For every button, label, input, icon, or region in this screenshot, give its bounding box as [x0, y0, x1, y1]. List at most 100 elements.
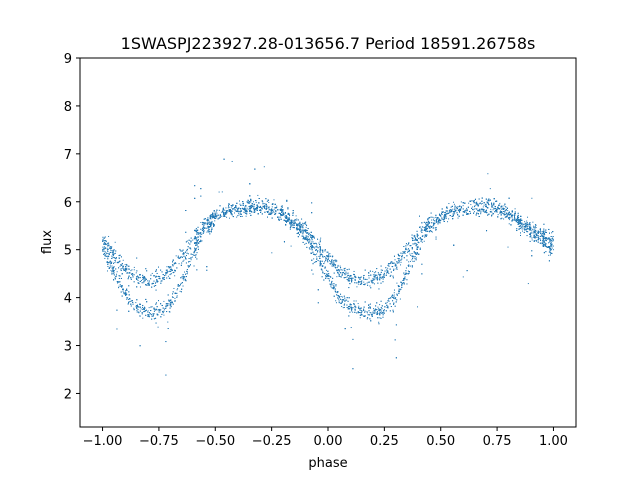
data-point	[226, 210, 228, 212]
scatter-point	[201, 233, 203, 235]
scatter-point	[542, 233, 544, 235]
scatter-point	[136, 276, 138, 278]
scatter-point	[216, 216, 218, 218]
scatter-point	[336, 291, 338, 293]
scatter-point	[379, 279, 381, 281]
scatter-point	[203, 231, 205, 233]
scatter-point	[535, 232, 537, 234]
scatter-point	[501, 217, 503, 219]
scatter-point	[344, 303, 346, 305]
data-point	[406, 249, 408, 251]
scatter-point	[270, 213, 272, 215]
scatter-point	[483, 204, 485, 206]
scatter-point	[490, 210, 492, 212]
data-point	[451, 210, 453, 212]
scatter-point	[438, 219, 440, 221]
scatter-point	[493, 207, 495, 209]
scatter-point	[393, 289, 395, 291]
scatter-point	[188, 266, 190, 268]
scatter-point	[417, 245, 419, 247]
scatter-point	[358, 305, 360, 307]
scatter-point	[298, 228, 300, 230]
scatter-point	[379, 274, 381, 276]
scatter-point	[527, 231, 529, 233]
scatter-point	[503, 205, 505, 207]
scatter-point	[225, 212, 227, 214]
scatter-point	[177, 288, 179, 290]
data-point	[102, 239, 104, 241]
scatter-point	[377, 278, 379, 280]
scatter-point	[378, 278, 380, 280]
scatter-point	[427, 222, 429, 224]
scatter-point	[427, 227, 429, 229]
data-point	[102, 249, 104, 251]
scatter-point	[485, 209, 487, 211]
scatter-point	[212, 217, 214, 219]
scatter-point	[174, 269, 176, 271]
scatter-point	[126, 288, 128, 290]
scatter-point	[307, 239, 309, 241]
scatter-point	[521, 228, 523, 230]
scatter-point	[508, 214, 510, 216]
scatter-point	[161, 313, 163, 315]
scatter-point	[403, 251, 405, 253]
scatter-point	[541, 234, 543, 236]
scatter-point	[420, 238, 422, 240]
scatter-point	[497, 207, 499, 209]
scatter-point	[543, 241, 545, 243]
scatter-point	[440, 214, 442, 216]
scatter-point	[528, 225, 530, 227]
data-point	[237, 208, 239, 210]
scatter-point	[543, 241, 545, 243]
scatter-point	[521, 223, 523, 225]
scatter-point	[401, 253, 403, 255]
scatter-point	[148, 282, 150, 284]
scatter-point	[142, 274, 144, 276]
scatter-point	[105, 252, 107, 254]
scatter-point	[392, 262, 394, 264]
scatter-point	[290, 225, 292, 227]
scatter-point	[342, 307, 344, 309]
scatter-point	[128, 285, 130, 287]
scatter-point	[118, 267, 120, 269]
data-point	[192, 239, 194, 241]
scatter-point	[407, 265, 409, 267]
scatter-point	[425, 223, 427, 225]
scatter-point	[112, 251, 114, 253]
scatter-point	[414, 239, 416, 241]
scatter-point	[275, 211, 277, 213]
scatter-point	[226, 212, 228, 214]
scatter-point	[317, 247, 319, 249]
scatter-point	[357, 311, 359, 313]
scatter-point	[402, 282, 404, 284]
scatter-point	[112, 271, 114, 273]
scatter-point	[503, 218, 505, 220]
scatter-point	[530, 226, 532, 228]
scatter-point	[106, 247, 108, 249]
scatter-point	[423, 240, 425, 242]
scatter-point	[544, 245, 546, 247]
scatter-point	[196, 269, 198, 271]
scatter-point	[413, 260, 415, 262]
scatter-point	[387, 267, 389, 269]
scatter-point	[304, 230, 306, 232]
scatter-point	[507, 213, 509, 215]
data-point	[316, 256, 318, 258]
scatter-point	[425, 225, 427, 227]
scatter-point	[160, 309, 162, 311]
scatter-point	[305, 221, 307, 223]
scatter-point	[413, 256, 415, 258]
scatter-point	[206, 224, 208, 226]
data-point	[552, 239, 554, 241]
scatter-point	[404, 278, 406, 280]
scatter-point	[155, 309, 157, 311]
scatter-point	[168, 270, 170, 272]
scatter-point	[401, 256, 403, 258]
scatter-point	[389, 303, 391, 305]
scatter-point	[524, 221, 526, 223]
scatter-point	[518, 216, 520, 218]
scatter-point	[317, 250, 319, 251]
scatter-point	[365, 278, 367, 280]
scatter-point	[305, 236, 307, 238]
scatter-point	[315, 246, 317, 248]
